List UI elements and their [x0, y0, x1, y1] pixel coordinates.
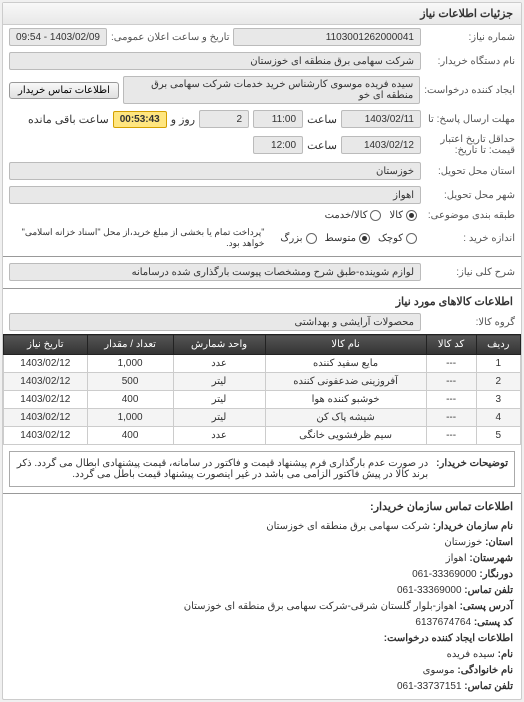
- table-cell: 1403/02/12: [4, 373, 88, 391]
- deadline-send-date: 1403/02/11: [341, 110, 421, 128]
- goods-group-label: گروه کالا:: [425, 317, 515, 328]
- contact-buyer-button[interactable]: اطلاعات تماس خریدار: [9, 82, 119, 99]
- table-cell: 1403/02/12: [4, 427, 88, 445]
- remaining-suffix: ساعت باقی مانده: [28, 113, 109, 126]
- goods-section-title: اطلاعات کالاهای مورد نیاز: [3, 288, 521, 310]
- remaining-days: 2: [199, 110, 249, 128]
- table-row[interactable]: 5---سیم ظرفشویی خانگیعدد4001403/02/12: [4, 427, 521, 445]
- radio-dot-icon: [370, 210, 381, 221]
- table-header: واحد شمارش: [173, 335, 265, 355]
- validity-date: 1403/02/12: [341, 136, 421, 154]
- creator-value: سیده فریده موسوی کارشناس خرید خدمات شرکت…: [123, 76, 420, 104]
- buyer-info-block: نام سازمان خریدار: شرکت سهامی برق منطقه …: [3, 515, 521, 699]
- validity-time: 12:00: [253, 136, 303, 154]
- province-label: استان محل تحویل:: [425, 166, 515, 177]
- table-cell: لیتر: [173, 373, 265, 391]
- buyer-note-box: توضیحات خریدار: در صورت عدم بارگذاری فرم…: [9, 451, 515, 487]
- table-cell: مایع سفید کننده: [265, 355, 426, 373]
- req-no-value: 1103001262000041: [233, 28, 421, 46]
- radio-medium[interactable]: متوسط: [325, 233, 370, 244]
- table-cell: 1403/02/12: [4, 391, 88, 409]
- city-value: اهواز: [9, 186, 421, 204]
- size-label: اندازه خرید :: [425, 233, 515, 244]
- table-cell: 3: [476, 391, 520, 409]
- table-row[interactable]: 3---خوشبو کننده هوالیتر4001403/02/12: [4, 391, 521, 409]
- buyer-info-title: اطلاعات تماس سازمان خریدار:: [3, 493, 521, 515]
- remaining-day-label: روز و: [171, 113, 195, 126]
- subject-type-label: طبقه بندی موضوعی:: [425, 210, 515, 221]
- table-cell: 4: [476, 409, 520, 427]
- table-cell: ---: [426, 427, 476, 445]
- need-desc-value: لوازم شوینده-طبق شرح ومشخصات پیوست بارگذ…: [9, 263, 421, 281]
- table-row[interactable]: 4---شیشه پاک کنلیتر1,0001403/02/12: [4, 409, 521, 427]
- table-cell: 500: [87, 373, 173, 391]
- table-header: ردیف: [476, 335, 520, 355]
- table-header: تاریخ نیاز: [4, 335, 88, 355]
- city-label: شهر محل تحویل:: [425, 190, 515, 201]
- table-cell: شیشه پاک کن: [265, 409, 426, 427]
- time-label-1: ساعت: [307, 113, 337, 126]
- buyer-note-text: در صورت عدم بارگذاری فرم پیشنهاد قیمت و …: [16, 458, 428, 480]
- table-cell: 2: [476, 373, 520, 391]
- radio-goods-service[interactable]: کالا/خدمت: [325, 210, 382, 221]
- radio-dot-icon: [306, 233, 317, 244]
- radio-goods[interactable]: کالا: [389, 210, 417, 221]
- details-panel: جزئیات اطلاعات نیاز شماره نیاز: 11030012…: [2, 2, 522, 700]
- announce-value: 1403/02/09 - 09:54: [9, 28, 107, 46]
- table-cell: لیتر: [173, 391, 265, 409]
- buyer-note-label: توضیحات خریدار:: [436, 458, 508, 480]
- radio-small[interactable]: کوچک: [378, 233, 417, 244]
- table-header: تعداد / مقدار: [87, 335, 173, 355]
- buyer-org-label: نام دستگاه خریدار:: [425, 56, 515, 67]
- table-cell: خوشبو کننده هوا: [265, 391, 426, 409]
- radio-dot-icon: [359, 233, 370, 244]
- table-cell: 1: [476, 355, 520, 373]
- creator-label: ایجاد کننده درخواست:: [424, 85, 515, 96]
- countdown-timer: 00:53:43: [113, 111, 167, 128]
- table-row[interactable]: 1---مایع سفید کنندهعدد1,0001403/02/12: [4, 355, 521, 373]
- payment-note: "پرداخت تمام یا بخشی از مبلغ خرید،از محل…: [9, 227, 264, 249]
- table-header: نام کالا: [265, 335, 426, 355]
- deadline-send-label: مهلت ارسال پاسخ: تا: [425, 114, 515, 125]
- table-header: کد کالا: [426, 335, 476, 355]
- table-cell: 400: [87, 427, 173, 445]
- goods-table: ردیفکد کالانام کالاواحد شمارشتعداد / مقد…: [3, 334, 521, 445]
- table-cell: 400: [87, 391, 173, 409]
- buyer-org-value: شرکت سهامی برق منطقه ای خوزستان: [9, 52, 421, 70]
- table-cell: آفروزینی ضدعفونی کننده: [265, 373, 426, 391]
- table-cell: لیتر: [173, 409, 265, 427]
- radio-dot-icon: [406, 210, 417, 221]
- radio-dot-icon: [406, 233, 417, 244]
- deadline-send-time: 11:00: [253, 110, 303, 128]
- table-cell: 5: [476, 427, 520, 445]
- table-cell: 1403/02/12: [4, 355, 88, 373]
- table-cell: ---: [426, 391, 476, 409]
- table-cell: ---: [426, 355, 476, 373]
- table-cell: عدد: [173, 427, 265, 445]
- time-label-2: ساعت: [307, 139, 337, 152]
- req-no-label: شماره نیاز:: [425, 32, 515, 43]
- table-cell: 1403/02/12: [4, 409, 88, 427]
- province-value: خوزستان: [9, 162, 421, 180]
- table-cell: 1,000: [87, 409, 173, 427]
- goods-group-value: محصولات آرایشی و بهداشتی: [9, 313, 421, 331]
- table-row[interactable]: 2---آفروزینی ضدعفونی کنندهلیتر5001403/02…: [4, 373, 521, 391]
- table-cell: ---: [426, 373, 476, 391]
- table-cell: عدد: [173, 355, 265, 373]
- table-cell: ---: [426, 409, 476, 427]
- table-cell: سیم ظرفشویی خانگی: [265, 427, 426, 445]
- panel-title: جزئیات اطلاعات نیاز: [3, 3, 521, 25]
- announce-label: تاریخ و ساعت اعلان عمومی:: [111, 32, 230, 43]
- need-desc-label: شرح کلی نیاز:: [425, 267, 515, 278]
- table-cell: 1,000: [87, 355, 173, 373]
- validity-label: حداقل تاریخ اعتبار قیمت: تا تاریخ:: [425, 134, 515, 156]
- radio-large[interactable]: بزرگ: [280, 233, 316, 244]
